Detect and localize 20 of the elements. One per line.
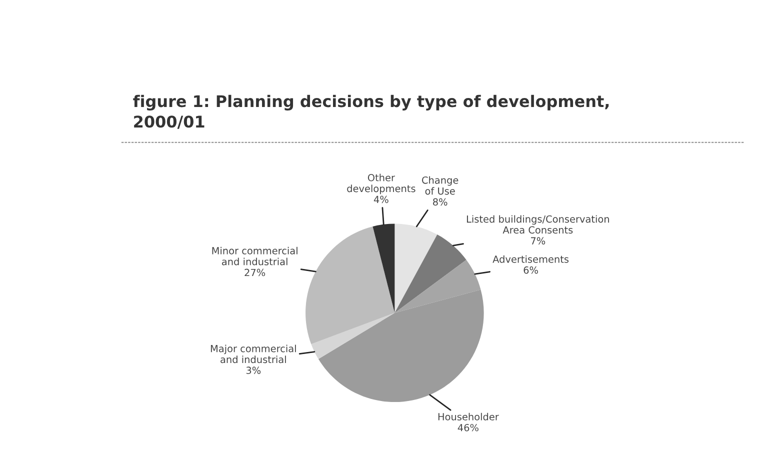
slice-label: Major commercial and industrial [210, 344, 296, 364]
slice-label: Listed buildings/Conservation Area Consents [466, 215, 609, 234]
chart-title: figure 1: Planning decisions by type of development, 2000/01 [133, 94, 609, 129]
slice-label: Advertisements [492, 255, 569, 263]
data-label: 27% [244, 268, 266, 276]
data-label: 8% [433, 198, 448, 206]
pie-slice [306, 226, 395, 344]
data-label: 3% [246, 366, 261, 374]
slice-label: Householder [438, 412, 499, 420]
slice-label: Minor commercial and industrial [212, 246, 298, 266]
pie-slice [372, 224, 395, 313]
pie-slice [394, 234, 466, 313]
pie-slice [311, 312, 395, 360]
data-label: 7% [531, 237, 546, 244]
data-label: 46% [458, 424, 478, 432]
data-label: 6% [524, 266, 538, 274]
slice-label: Other developments [347, 174, 416, 194]
pie-slice [394, 224, 438, 313]
data-label: 4% [374, 196, 388, 204]
slice-label: Change of Use [422, 176, 458, 195]
